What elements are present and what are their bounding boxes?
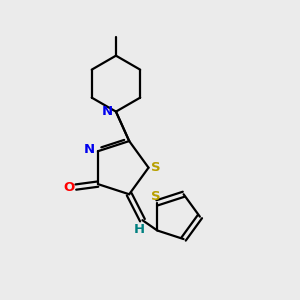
Text: S: S	[151, 190, 160, 203]
Text: N: N	[102, 104, 113, 118]
Text: S: S	[151, 160, 161, 174]
Text: H: H	[134, 223, 145, 236]
Text: O: O	[64, 181, 75, 194]
Text: N: N	[83, 143, 95, 156]
